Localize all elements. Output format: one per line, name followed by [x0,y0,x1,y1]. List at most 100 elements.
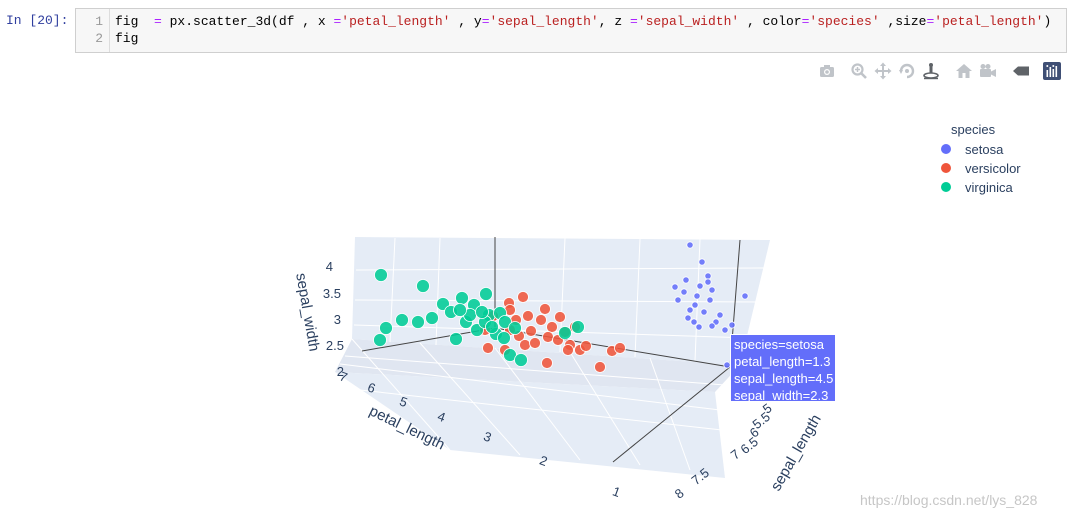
camera-view-icon[interactable] [979,62,997,80]
camera-icon[interactable] [818,62,836,80]
x-tick-label: 1 [611,483,623,500]
code-line-2[interactable]: fig [115,31,139,46]
hover-toggle-icon[interactable] [1012,62,1030,80]
hover-line: petal_length=1.3 [734,354,831,369]
code-token: = [926,14,935,29]
grid-line [649,357,691,471]
data-point [539,303,551,315]
code-token: , z [598,14,630,29]
data-point [425,311,439,325]
data-point [519,339,531,351]
data-point [741,292,749,300]
data-point [517,291,529,303]
grid-line [569,351,641,466]
data-point [708,286,716,294]
data-point [529,337,541,349]
x-tick-label: 7 [338,368,350,385]
grid-line [634,238,641,358]
data-point [721,326,729,334]
code-token: px.scatter_3d(df , x [169,14,334,29]
code-token: 'sepal_length' [489,14,599,29]
z-axis-title: sepal_width [292,272,322,353]
z-tick-label: 2.5 [326,338,344,353]
data-point [682,276,690,284]
grid-line [339,363,721,411]
turntable-rotation-icon[interactable] [922,62,940,80]
data-point [704,272,712,280]
legend-item-virginica[interactable]: virginica [941,180,1013,195]
orbit-rotation-icon[interactable] [898,62,916,80]
legend-item-setosa[interactable]: setosa [941,142,1004,157]
code-cell[interactable]: 1 2 fig = px.scatter_3d(df , x ='petal_l… [75,8,1067,53]
data-point [580,340,592,352]
data-point [416,279,430,293]
data-point [558,326,572,340]
data-point [449,332,463,346]
data-point [571,320,585,334]
data-points [373,241,749,373]
legend-label: setosa [965,142,1004,157]
series-setosa [671,241,749,369]
data-point [686,241,694,249]
grid-line [694,238,701,362]
code-token: 'petal_length' [341,14,451,29]
code-token: ,size [879,14,927,29]
data-point [696,282,704,290]
data-point [542,331,554,343]
data-point [411,315,425,329]
code-token: = [801,14,810,29]
hover-tooltip: species=setosa petal_length=1.3 sepal_le… [730,334,836,403]
data-point [498,315,512,329]
watermark: https://blog.csdn.net/lys_828 [860,492,1038,508]
x-tick-label: 2 [538,452,550,469]
grid-line [435,237,441,346]
data-point [541,357,553,369]
data-point [708,322,716,330]
home-icon[interactable] [955,62,973,80]
data-point [479,287,493,301]
legend-label: versicolor [965,161,1021,176]
code-line-1[interactable]: fig = px.scatter_3d(df , x ='petal_lengt… [115,14,1051,29]
legend-item-versicolor[interactable]: versicolor [941,161,1021,176]
code-token: = [481,14,490,29]
pan-icon[interactable] [874,62,892,80]
legend-marker [941,144,951,154]
grid-line [344,355,726,386]
data-point [485,320,499,334]
code-token: fig [115,14,155,29]
z-tick-label: 4 [326,259,333,274]
legend-title: species [951,122,996,137]
data-point [546,321,558,333]
legend-label: virginica [965,180,1013,195]
data-point [698,258,706,266]
data-point [686,306,694,314]
x-tick-label: 6 [366,379,378,396]
legend-marker [941,163,951,173]
data-point [691,301,699,309]
data-point [379,321,393,335]
z-tick-label: 2 [337,364,344,379]
data-point [453,303,467,317]
line-number-gutter: 1 2 [76,9,110,52]
data-point [695,323,703,331]
data-point [704,278,712,286]
data-point [728,321,736,329]
x-tick-label: 3 [482,428,494,445]
y-tick-label: 8 [672,485,687,501]
data-point [716,311,724,319]
grid-line [359,389,723,431]
data-point [455,291,469,305]
data-point [680,288,688,296]
data-point [395,313,409,327]
data-point [562,344,574,356]
data-point [475,305,489,319]
data-point [614,342,626,354]
zoom-icon[interactable] [850,62,868,80]
plotly-logo-icon[interactable] [1043,62,1061,80]
y-axis-title: sepal_length [767,412,824,494]
code-token: 'petal_length' [934,14,1044,29]
grid-line [355,267,771,271]
code-token: = [333,14,342,29]
data-point [700,308,708,316]
